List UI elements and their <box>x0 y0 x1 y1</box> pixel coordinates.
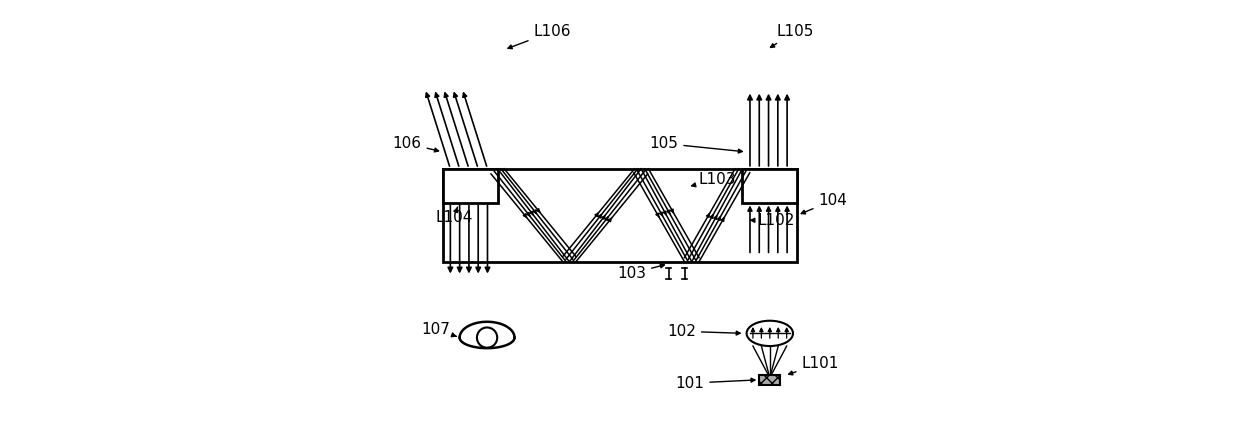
Bar <box>443 169 497 203</box>
Text: L106: L106 <box>508 24 570 49</box>
Text: L105: L105 <box>770 24 813 47</box>
Text: 105: 105 <box>650 136 743 153</box>
Text: 101: 101 <box>676 376 755 391</box>
Bar <box>443 169 797 262</box>
Bar <box>759 375 780 385</box>
Text: 104: 104 <box>801 193 847 214</box>
Text: L103: L103 <box>692 172 735 187</box>
Bar <box>743 169 797 203</box>
Text: L102: L102 <box>750 213 795 228</box>
Text: 107: 107 <box>422 322 456 337</box>
Text: L104: L104 <box>435 207 472 225</box>
Text: 102: 102 <box>667 324 740 339</box>
Ellipse shape <box>746 321 794 346</box>
Text: 106: 106 <box>393 136 439 152</box>
Text: L101: L101 <box>789 356 838 375</box>
Text: 103: 103 <box>618 264 665 281</box>
